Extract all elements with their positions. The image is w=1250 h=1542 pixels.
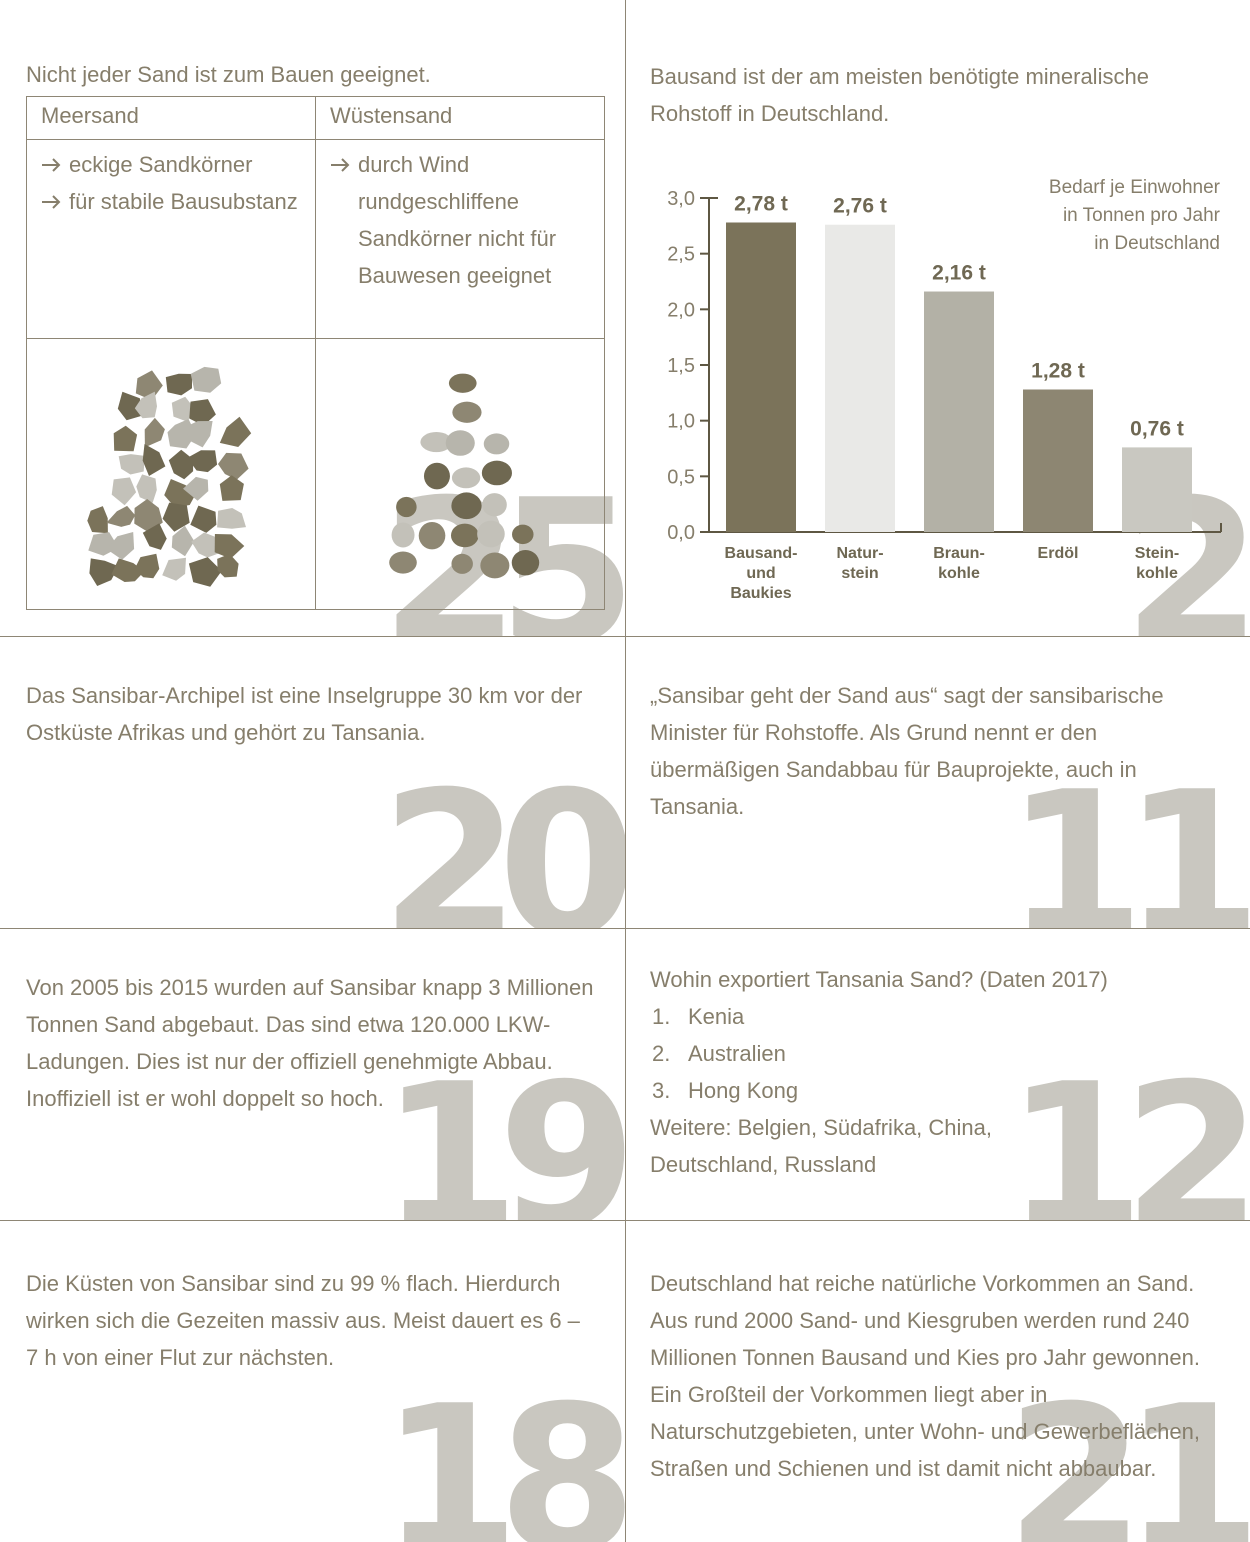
sand-grain <box>145 418 165 448</box>
sand-grain <box>419 522 446 549</box>
y-tick-label: 1,0 <box>667 411 695 433</box>
x-tick-label: Braun-kohle <box>933 545 985 582</box>
card: 12 Wohin exportiert Tansania Sand? (Date… <box>626 929 1250 1221</box>
sand-grain <box>112 477 136 505</box>
value-label: 2,16 t <box>932 262 986 285</box>
sand-grain <box>87 506 108 533</box>
sand-grain <box>482 461 512 486</box>
card: 25 Nicht jeder Sand ist zum Bauen geeign… <box>0 0 626 637</box>
sand-grain <box>480 553 509 579</box>
value-label: 0,76 t <box>1130 417 1184 440</box>
sand-grain <box>119 454 145 474</box>
bar <box>825 225 895 532</box>
sand-grain <box>512 525 534 545</box>
card-number: 20 <box>381 766 615 929</box>
x-tick-label: Erdöl <box>1038 545 1079 562</box>
sand-grain <box>482 493 507 516</box>
card-content: Wohin exportiert Tansania Sand? (Daten 2… <box>650 961 1220 1183</box>
sand-grain <box>452 402 481 423</box>
card: 21 Deutschland hat reiche natürliche Vor… <box>626 1221 1250 1542</box>
sand-grain <box>512 550 539 575</box>
y-tick-label: 0,0 <box>667 522 695 544</box>
sand-grain <box>452 467 480 488</box>
list-marker: 3. <box>650 1072 688 1109</box>
card-text: Das Sansibar-Archipel ist eine Inselgrup… <box>26 677 595 751</box>
card: 20 Das Sansibar-Archipel ist eine Inselg… <box>0 637 626 929</box>
sand-grain <box>484 433 510 454</box>
card: 18 Die Küsten von Sansibar sind zu 99 % … <box>0 1221 626 1542</box>
sand-grain <box>451 554 472 574</box>
bar <box>924 292 994 532</box>
sand-grain <box>220 417 251 447</box>
sand-grain <box>189 557 222 587</box>
card-text: Wohin exportiert Tansania Sand? (Daten 2… <box>650 961 1220 998</box>
value-label: 2,76 t <box>833 195 887 218</box>
bar <box>726 222 796 532</box>
sand-grain <box>392 522 415 547</box>
card: 19 Von 2005 bis 2015 wurden auf Sansibar… <box>0 929 626 1221</box>
x-tick-label: Natur-stein <box>836 545 883 582</box>
y-tick-label: 2,0 <box>667 299 695 321</box>
sand-grain <box>424 463 450 490</box>
sand-grain <box>162 558 186 581</box>
sand-grain <box>218 453 249 480</box>
sand-grain <box>451 524 479 548</box>
sand-grain <box>389 552 417 574</box>
sand-illustration <box>0 0 626 637</box>
sand-grain <box>143 444 166 476</box>
item-text: Hong Kong <box>688 1072 798 1109</box>
card-text: Weitere: Belgien, Südafrika, China, Deut… <box>650 1109 995 1183</box>
card: 11 „Sansibar geht der Sand aus“ sagt der… <box>626 637 1250 929</box>
sand-grain <box>446 430 475 456</box>
list-item: 2.Australien <box>650 1035 1220 1072</box>
item-text: Kenia <box>688 998 744 1035</box>
sand-grain <box>136 474 157 503</box>
card-text: Deutschland hat reiche natürliche Vorkom… <box>650 1265 1220 1487</box>
x-tick-label: Stein-kohle <box>1135 545 1179 582</box>
bar <box>1122 447 1192 532</box>
sand-grain <box>106 506 135 527</box>
sand-grain <box>217 554 238 578</box>
page: 25 Nicht jeder Sand ist zum Bauen geeign… <box>0 0 1250 1542</box>
y-tick-label: 1,5 <box>667 355 695 377</box>
list-marker: 2. <box>650 1035 688 1072</box>
sand-grain <box>451 492 481 519</box>
list-marker: 1. <box>650 998 688 1035</box>
y-tick-label: 3,0 <box>667 188 695 210</box>
sand-grain <box>449 374 477 393</box>
sand-grain <box>191 367 222 393</box>
list-item: 3.Hong Kong <box>650 1072 1220 1109</box>
card-text: Die Küsten von Sansibar sind zu 99 % fla… <box>26 1265 595 1376</box>
sand-grain <box>220 475 244 501</box>
card-number: 18 <box>381 1380 615 1542</box>
value-label: 2,78 t <box>734 192 788 215</box>
sand-grain <box>114 426 137 452</box>
value-label: 1,28 t <box>1031 359 1085 382</box>
y-tick-label: 2,5 <box>667 244 695 266</box>
grid: 25 Nicht jeder Sand ist zum Bauen geeign… <box>0 0 1250 1542</box>
sand-grain <box>190 506 216 533</box>
card-text: Von 2005 bis 2015 wurden auf Sansibar kn… <box>26 969 595 1117</box>
sand-grain <box>166 374 192 396</box>
sand-grain <box>217 508 246 529</box>
sand-grain <box>396 497 417 517</box>
y-tick-label: 0,5 <box>667 466 695 488</box>
item-text: Australien <box>688 1035 786 1072</box>
card-text: „Sansibar geht der Sand aus“ sagt der sa… <box>650 677 1220 825</box>
sand-grain <box>169 450 193 479</box>
list-item: 1.Kenia <box>650 998 1220 1035</box>
bar <box>1023 389 1093 532</box>
sand-grain <box>477 521 505 548</box>
card: 2 Bausand ist der am meisten benötigte m… <box>626 0 1250 637</box>
